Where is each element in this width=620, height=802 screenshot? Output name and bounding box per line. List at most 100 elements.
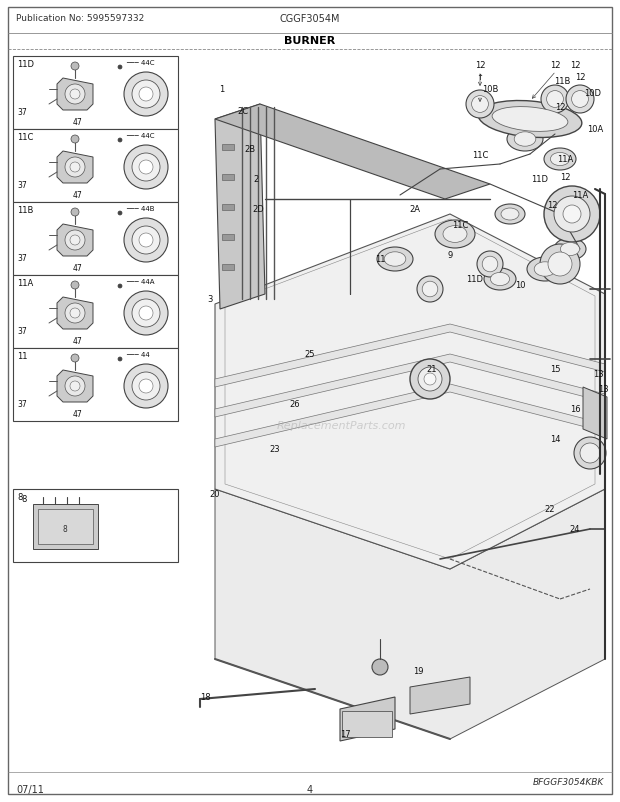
Circle shape [417, 277, 443, 302]
Text: 13: 13 [598, 384, 609, 394]
Polygon shape [215, 215, 605, 569]
Circle shape [124, 365, 168, 408]
Circle shape [418, 367, 442, 391]
Text: 07/11: 07/11 [16, 784, 44, 794]
Text: ─── 44C: ─── 44C [126, 133, 154, 139]
Text: 37: 37 [17, 107, 27, 117]
Circle shape [65, 376, 85, 396]
Bar [13, 276, 178, 349]
Text: 47: 47 [73, 337, 82, 346]
Circle shape [139, 160, 153, 175]
Ellipse shape [544, 149, 576, 171]
Circle shape [118, 139, 122, 143]
Polygon shape [215, 489, 605, 739]
Text: 17: 17 [340, 730, 350, 739]
Circle shape [118, 66, 122, 70]
Ellipse shape [495, 205, 525, 225]
Circle shape [71, 282, 79, 290]
Circle shape [132, 373, 160, 400]
Circle shape [124, 73, 168, 117]
Text: 25: 25 [305, 350, 315, 359]
Circle shape [118, 358, 122, 362]
Circle shape [71, 209, 79, 217]
Text: 37: 37 [17, 253, 27, 263]
Circle shape [139, 306, 153, 321]
Bar [222, 235, 234, 241]
Circle shape [71, 63, 79, 71]
Text: 11A: 11A [557, 156, 573, 164]
Text: ─── 44C: ─── 44C [126, 60, 154, 66]
Text: 2D: 2D [252, 205, 264, 214]
Ellipse shape [490, 273, 510, 286]
Text: 37: 37 [17, 399, 27, 408]
Ellipse shape [527, 257, 563, 282]
Text: 11: 11 [374, 255, 385, 264]
Text: 16: 16 [570, 405, 580, 414]
Text: 37: 37 [17, 326, 27, 335]
Circle shape [65, 231, 85, 251]
Polygon shape [57, 298, 93, 330]
Circle shape [540, 245, 580, 285]
Circle shape [132, 81, 160, 109]
Text: 47: 47 [73, 410, 82, 419]
Circle shape [574, 437, 606, 469]
Text: 24: 24 [570, 525, 580, 534]
Text: 22: 22 [545, 505, 556, 514]
Circle shape [124, 146, 168, 190]
Ellipse shape [377, 248, 413, 272]
Ellipse shape [501, 209, 519, 221]
Ellipse shape [435, 221, 475, 249]
Polygon shape [410, 677, 470, 714]
Bar [13, 203, 178, 276]
Circle shape [70, 236, 80, 245]
Circle shape [71, 136, 79, 144]
Text: Publication No: 5995597332: Publication No: 5995597332 [16, 14, 144, 23]
Bar [13, 130, 178, 203]
Bar [13, 57, 178, 130]
Text: 47: 47 [73, 191, 82, 200]
Circle shape [372, 659, 388, 675]
Bar [13, 349, 178, 422]
Circle shape [541, 86, 569, 114]
Ellipse shape [478, 101, 582, 138]
Text: 8: 8 [63, 525, 68, 533]
Ellipse shape [443, 226, 467, 243]
Ellipse shape [492, 107, 568, 132]
Text: 11D: 11D [466, 275, 484, 284]
Text: 11A: 11A [17, 278, 33, 288]
Circle shape [70, 90, 80, 100]
Circle shape [65, 85, 85, 105]
Text: 9: 9 [448, 250, 453, 259]
Text: 11C: 11C [17, 133, 33, 142]
Bar [222, 175, 234, 180]
Text: 11B: 11B [554, 78, 570, 87]
Text: 2: 2 [254, 176, 259, 184]
Bar [342, 711, 392, 737]
Circle shape [547, 91, 564, 108]
Polygon shape [57, 225, 93, 257]
Circle shape [71, 354, 79, 363]
Circle shape [563, 206, 581, 224]
Circle shape [132, 227, 160, 255]
Text: 47: 47 [73, 264, 82, 273]
Text: ReplacementParts.com: ReplacementParts.com [277, 420, 405, 430]
Polygon shape [340, 697, 395, 741]
Circle shape [548, 253, 572, 277]
Text: 12: 12 [570, 60, 580, 70]
Circle shape [580, 444, 600, 464]
Text: 2C: 2C [237, 107, 249, 116]
Bar [222, 205, 234, 211]
Text: 12: 12 [550, 60, 560, 70]
Text: BFGGF3054KBK: BFGGF3054KBK [533, 777, 604, 786]
Text: ─── 44: ─── 44 [126, 351, 150, 358]
Text: 8: 8 [17, 492, 22, 501]
Circle shape [472, 96, 489, 113]
Text: ─── 44A: ─── 44A [126, 278, 154, 285]
Circle shape [132, 300, 160, 327]
Polygon shape [215, 105, 490, 200]
Polygon shape [215, 384, 605, 448]
Circle shape [424, 374, 436, 386]
Polygon shape [215, 105, 265, 310]
Bar [222, 145, 234, 151]
Text: 12: 12 [560, 173, 570, 182]
